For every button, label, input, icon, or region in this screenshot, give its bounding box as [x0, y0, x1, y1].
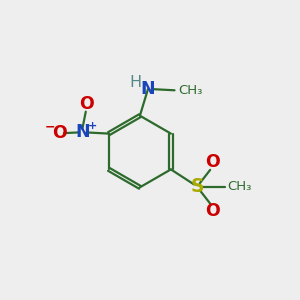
Text: O: O — [52, 124, 67, 142]
Text: O: O — [205, 202, 220, 220]
Text: CH₃: CH₃ — [227, 180, 252, 193]
Text: −: − — [45, 121, 55, 134]
Text: +: + — [87, 121, 97, 131]
Text: O: O — [205, 153, 220, 171]
Text: N: N — [141, 80, 155, 98]
Text: O: O — [80, 94, 94, 112]
Text: H: H — [129, 75, 141, 90]
Text: S: S — [191, 177, 204, 196]
Text: N: N — [75, 123, 90, 141]
Text: CH₃: CH₃ — [178, 84, 202, 97]
